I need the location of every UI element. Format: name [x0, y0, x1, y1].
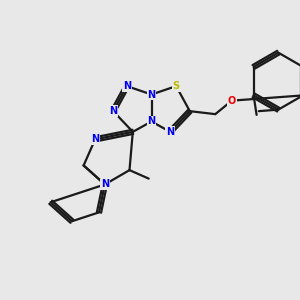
Text: N: N: [109, 106, 117, 116]
Text: O: O: [228, 96, 236, 106]
Text: N: N: [123, 81, 131, 91]
Text: S: S: [172, 81, 180, 91]
Text: N: N: [147, 116, 156, 127]
Text: N: N: [101, 179, 109, 190]
Text: N: N: [91, 134, 99, 144]
Text: N: N: [166, 127, 174, 137]
Text: N: N: [147, 89, 156, 100]
